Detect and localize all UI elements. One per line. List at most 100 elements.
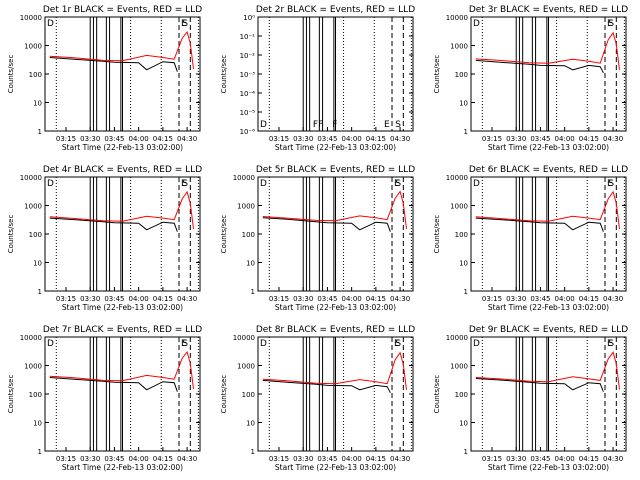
x-tick-label: 03:30 [80,135,100,143]
panel-8: Det 8r BLACK = Events, RED = LLD 1 10 100 10… [220,325,415,472]
y-tick-label: 100 [455,391,468,399]
y-tick-label: 10000 [20,174,42,182]
y-axis-label: Counts/sec [220,215,228,254]
y-tick-label: 100 [455,231,468,239]
x-tick-label: 03:30 [293,295,313,303]
panel-7: Det 7r BLACK = Events, RED = LLD 1 10 100 10… [7,325,202,472]
events-series-line [475,217,604,232]
events-series-line [475,378,604,392]
y-tick-label: 1 [464,448,468,456]
y-tick-label: 1 [38,128,42,136]
annotation-letter: E [181,339,187,349]
x-tick-label: 03:15 [56,455,76,463]
panel-4: Det 4r BLACK = Events, RED = LLD 1 10 100 10… [7,165,202,312]
x-tick-label: 04:15 [579,135,599,143]
x-axis-label: Start Time (22-Feb-13 03:02:00) [275,463,396,472]
annotation-letter: E [394,339,400,349]
y-axis-label: Counts/sec [7,215,15,254]
y-tick-label: 10⁻⁶ [240,128,256,136]
panel-2: Det 2r BLACK = Events, RED = LLD 10⁻⁶ 10⁻⁵… [220,5,415,152]
y-axis-label: Counts/sec [433,215,441,254]
annotation-letter: D [260,179,267,189]
y-tick-label: 10000 [20,334,42,342]
panel-title: Det 6r BLACK = Events, RED = LLD [469,165,628,175]
lld-series-line [49,190,194,230]
x-tick-label: 04:15 [366,295,386,303]
x-tick-label: 04:00 [342,135,362,143]
y-axis-label: Counts/sec [433,55,441,94]
panel-title: Det 8r BLACK = Events, RED = LLD [256,325,415,335]
panel-title: Det 7r BLACK = Events, RED = LLD [43,325,202,335]
x-tick-label: 04:00 [342,455,362,463]
panel-5: Det 5r BLACK = Events, RED = LLD 1 10 100 10… [220,165,415,312]
annotation-letter: E [384,120,390,130]
y-tick-label: 1000 [24,203,42,211]
y-tick-label: 1000 [237,203,255,211]
y-axis-label: Counts/sec [220,375,228,414]
y-tick-label: 10000 [446,14,468,22]
annotation-letter: F [332,120,337,130]
y-axis-label: Counts/sec [433,375,441,414]
x-axis-label: Start Time (22-Feb-13 03:02:00) [488,143,609,152]
annotation-letter: D [47,339,54,349]
y-tick-label: 100 [29,231,42,239]
x-axis-label: Start Time (22-Feb-13 03:02:00) [62,303,183,312]
y-tick-label: 1000 [450,363,468,371]
x-tick-label: 04:00 [129,455,149,463]
x-tick-label: 03:45 [104,135,124,143]
y-tick-label: 100 [242,391,255,399]
x-tick-label: 03:45 [530,135,550,143]
x-axis-label: Start Time (22-Feb-13 03:02:00) [62,463,183,472]
y-tick-label: 1000 [24,363,42,371]
y-tick-label: 10 [33,100,42,108]
x-tick-label: 04:30 [177,295,197,303]
x-tick-label: 03:15 [269,295,289,303]
x-tick-label: 04:30 [390,455,410,463]
y-tick-label: 10000 [446,174,468,182]
y-tick-label: 1000 [450,203,468,211]
y-tick-label: 1 [464,288,468,296]
annotation-letter: D [473,179,480,189]
x-tick-label: 03:45 [317,135,337,143]
events-series-line [475,59,604,74]
x-tick-label: 04:30 [390,135,410,143]
y-tick-label: 10⁻⁵ [240,109,256,117]
annotation-letter: D [473,19,480,29]
annotation-letter: E [181,179,187,189]
panel-1: Det 1r BLACK = Events, RED = LLD 1 10 100 10… [7,5,202,152]
annotation-letter: E [181,19,187,29]
y-tick-label: 1000 [450,43,468,51]
lld-series-line [262,351,407,390]
lld-series-line [475,351,620,390]
x-axis-label: Start Time (22-Feb-13 03:02:00) [62,143,183,152]
y-tick-label: 10 [33,420,42,428]
annotation-letter: S [608,339,614,349]
x-tick-label: 04:00 [342,295,362,303]
x-axis-label: Start Time (22-Feb-13 03:02:00) [275,303,396,312]
events-series-line [49,57,178,72]
annotation-letter: E [607,19,613,29]
x-tick-label: 04:15 [366,455,386,463]
y-tick-label: 1 [464,128,468,136]
events-series-line [262,217,391,232]
x-tick-label: 04:00 [555,135,575,143]
x-tick-label: 03:30 [506,135,526,143]
annotation-letter: S [395,339,401,349]
panel-title: Det 9r BLACK = Events, RED = LLD [469,325,628,335]
panel-title: Det 4r BLACK = Events, RED = LLD [43,165,202,175]
x-tick-label: 03:30 [293,135,313,143]
y-tick-label: 10 [246,260,255,268]
annotation-letter: E [607,179,613,189]
x-tick-label: 03:15 [482,135,502,143]
x-tick-label: 04:00 [129,135,149,143]
x-tick-label: 03:15 [56,295,76,303]
annotation-letter: S [395,179,401,189]
lld-series-line [475,190,620,230]
annotation-letter: S [182,19,188,29]
y-tick-label: 1000 [24,43,42,51]
x-tick-label: 04:00 [555,455,575,463]
y-tick-label: 10⁰ [243,14,255,22]
annotation-letter: S [608,19,614,29]
events-series-line [49,217,178,232]
